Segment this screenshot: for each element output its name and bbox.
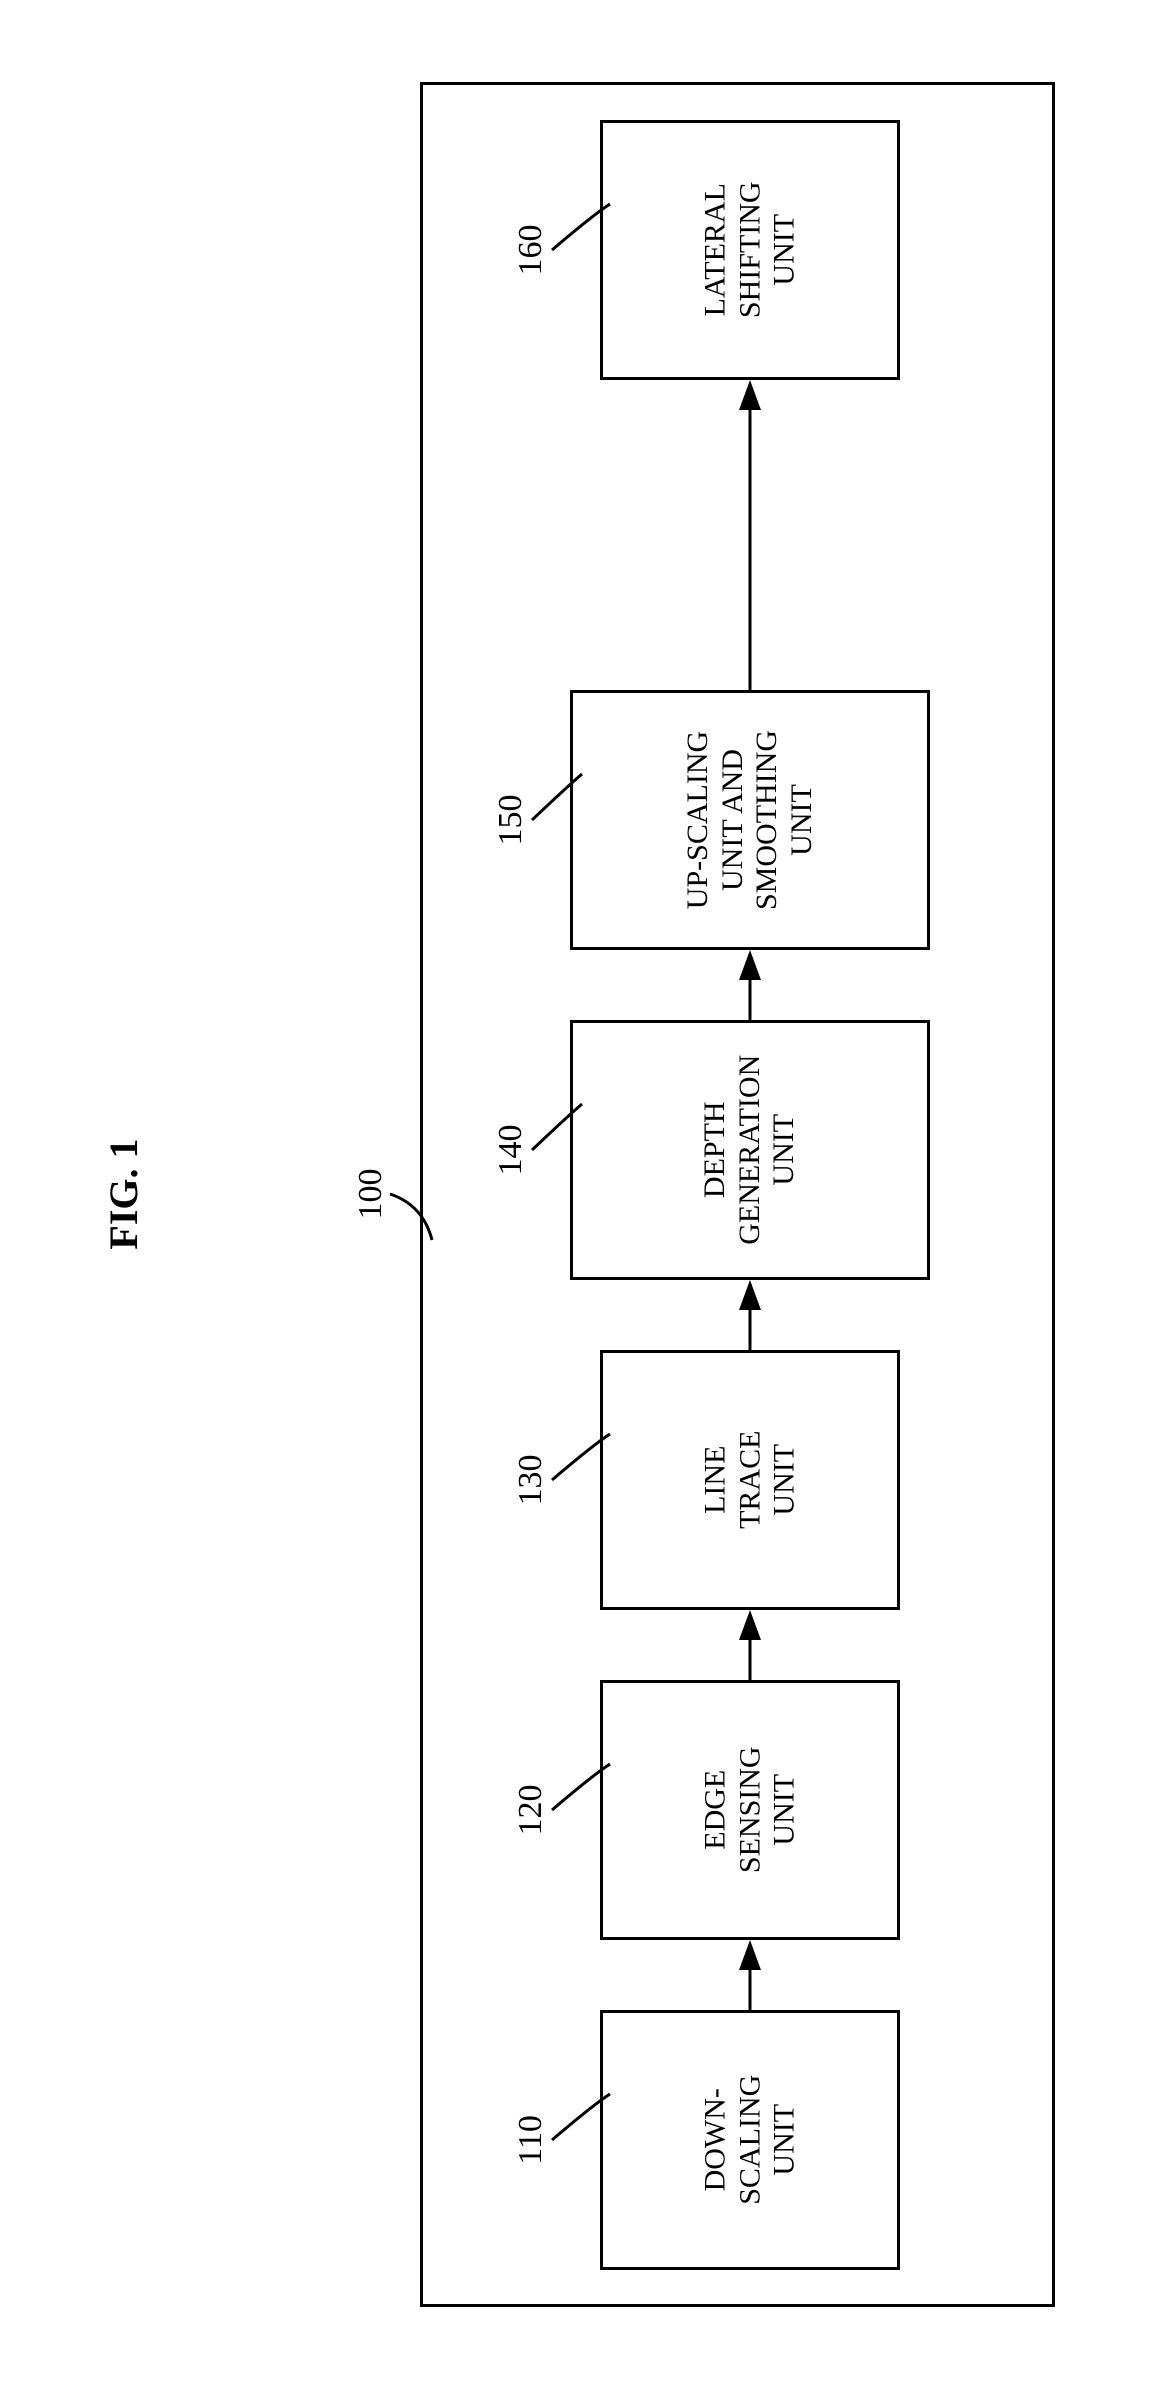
leader-line-system [380,1184,442,1250]
leader-line-depth-gen [522,1094,592,1160]
flow-arrow-0 [735,1938,765,2012]
block-label-depth-gen: DEPTH GENERATION UNIT [698,1055,802,1245]
flow-arrow-3 [735,948,765,1022]
block-depth-gen: DEPTH GENERATION UNIT [570,1020,930,1280]
block-lateral-shift: LATERAL SHIFTING UNIT [600,120,900,380]
block-edge-sensing: EDGE SENSING UNIT [600,1680,900,1940]
block-upscale-smooth: UP-SCALING UNIT AND SMOOTHING UNIT [570,690,930,950]
leader-line-down-scaling [542,2084,620,2150]
block-down-scaling: DOWN- SCALING UNIT [600,2010,900,2270]
leader-line-line-trace [542,1424,620,1490]
block-label-line-trace: LINE TRACE UNIT [698,1431,802,1529]
block-label-edge-sensing: EDGE SENSING UNIT [698,1747,802,1874]
block-label-lateral-shift: LATERAL SHIFTING UNIT [698,182,802,319]
leader-line-lateral-shift [542,194,620,260]
flow-arrow-2 [735,1278,765,1352]
leader-line-upscale-smooth [522,764,592,830]
figure-canvas: FIG. 1 100 DOWN- SCALING UNIT110EDGE SEN… [0,0,1172,2388]
flow-arrow-1 [735,1608,765,1682]
block-label-down-scaling: DOWN- SCALING UNIT [698,2075,802,2205]
flow-arrow-4 [735,378,765,692]
block-line-trace: LINE TRACE UNIT [600,1350,900,1610]
figure-title: FIG. 1 [100,1094,140,1294]
leader-line-edge-sensing [542,1754,620,1820]
block-label-upscale-smooth: UP-SCALING UNIT AND SMOOTHING UNIT [681,730,819,910]
